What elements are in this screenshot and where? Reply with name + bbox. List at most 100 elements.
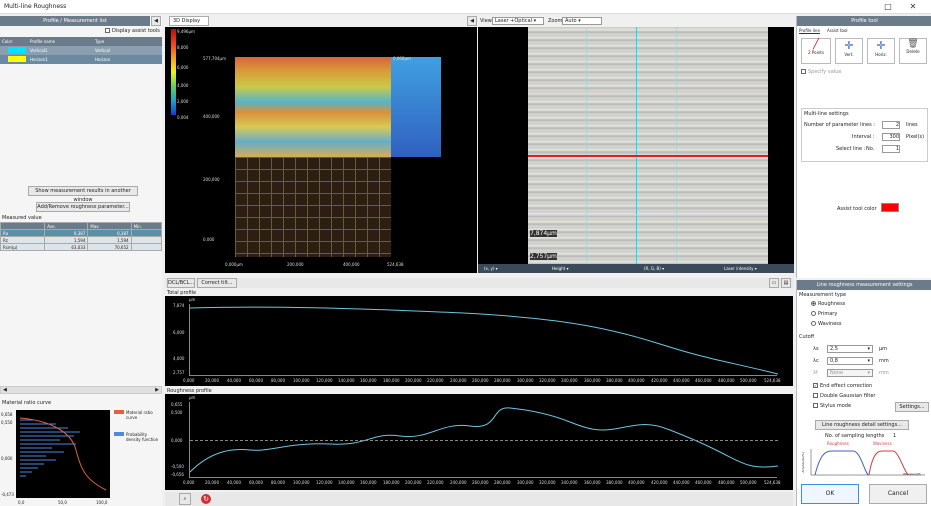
coord-select[interactable]: (x, y) ▾ (484, 266, 498, 271)
left-panel: Profile / Measurement list ◀ Display ass… (0, 16, 163, 506)
table-row[interactable]: Horizon1 Horizon (0, 55, 162, 64)
lambda-c-select[interactable]: 0,8 ▾ (827, 357, 873, 365)
lambda-s-select[interactable]: 2,5 ▾ (827, 345, 873, 353)
view-select[interactable]: Laser +Optical ▾ (492, 17, 544, 25)
col-type: Type (95, 39, 105, 44)
tab-assist-tool[interactable]: Assist tool (827, 28, 848, 33)
delete-button[interactable]: 🗑 Delete (899, 38, 927, 64)
height-select[interactable]: Height ▾ (552, 266, 569, 271)
measured-value-label: Measured value (2, 215, 42, 221)
image-view[interactable]: 7,874µm 2,757µm (478, 27, 794, 264)
mrc-svg (19, 417, 107, 491)
display-assist-label: Display assist tools (112, 28, 160, 34)
lambda-f-select[interactable]: None ▾ (827, 369, 873, 377)
assist-line (528, 93, 768, 94)
graph-view-button[interactable]: ▭ (769, 278, 779, 288)
profile-tool-panel: Profile tool Profile line Assist tool ╱ 2… (796, 16, 931, 278)
double-gaussian-checkbox[interactable]: Double Gaussian filter (813, 393, 875, 399)
interval-input[interactable]: 300 (882, 133, 900, 141)
tab-profile-line[interactable]: Profile line (799, 28, 820, 34)
two-points-icon: ╱ (812, 39, 820, 50)
image-toolbar: View Laser +Optical ▾ Zoom Auto ▾ (478, 16, 794, 26)
horizontal-cross-icon: ✛ (876, 39, 886, 52)
mrc-ytick: 0,000 (1, 456, 13, 461)
radio-waviness[interactable]: Waviness (811, 321, 842, 327)
y-tick: -0,656 (171, 472, 184, 477)
col-name: Profile name (30, 39, 56, 44)
table-row[interactable]: Rsm(µ) 63,033 70,652 (0, 243, 163, 251)
zoom-button[interactable]: ⌕ (179, 493, 191, 505)
stylus-settings-button[interactable]: Settings... (895, 402, 929, 412)
end-effect-checkbox[interactable]: ✓ End effect correction (813, 383, 873, 389)
legend-label: Material ratio curve (126, 410, 153, 420)
radio-primary[interactable]: Primary (811, 311, 837, 317)
refresh-icon: ↻ (203, 495, 209, 503)
collapse-left-button[interactable]: ◀ (151, 16, 161, 26)
measured-value-table: Ave. Max. Min. Ra 0,387 0,387 Rz 1,594 1,594 R… (0, 222, 163, 251)
mrc-title: Material ratio curve (2, 400, 52, 406)
vert-button[interactable]: ✛ Vert. (835, 38, 863, 64)
total-profile-chart[interactable]: µm 7,874 6,000 4,000 2,757 0,000 20,000 40… (165, 296, 793, 386)
display-assist-checkbox[interactable]: Display assist tools (105, 28, 160, 34)
specify-label: Specify value (808, 69, 842, 75)
profile-list-header: Profile / Measurement list (0, 16, 150, 26)
reset-button[interactable]: ↻ (201, 494, 211, 504)
col-color: Color (2, 39, 13, 44)
zoom-select[interactable]: Auto ▾ (562, 17, 602, 25)
correct-tilt-button[interactable]: Correct tilt... (197, 278, 237, 288)
detail-settings-button[interactable]: Line roughness detail settings... (815, 420, 909, 430)
ml-title: Multi-line settings (804, 111, 849, 117)
filter-curves-svg (810, 449, 925, 476)
table-row[interactable]: Vertical1 Vertical (0, 46, 162, 55)
rough-xticks: 0,000 20,000 40,000 60,000 80,000 100,000 120,… (183, 480, 781, 485)
vertical-line[interactable] (636, 27, 637, 264)
mrc-curve (19, 417, 107, 491)
show-results-button[interactable]: Show measurement results in another wind… (28, 186, 138, 203)
magnifier-icon: ⌕ (183, 496, 187, 502)
title-bar: Multi-line Roughness □ ✕ (0, 0, 931, 14)
x-tick: 200,000 (287, 262, 304, 267)
x-tick: 400,000 (343, 262, 360, 267)
profile-type: Horizon (95, 57, 111, 62)
minimize-button[interactable]: □ (884, 2, 892, 11)
mrc-ytick: -0,473 (1, 492, 14, 497)
surface-map (235, 57, 391, 157)
select-no-label: No. (866, 146, 875, 152)
collapse-3d-button[interactable]: ◀ (467, 16, 477, 26)
material-ratio-chart (16, 410, 110, 498)
display-tabbar: 3D Display ◀ (165, 16, 477, 26)
base-grid (235, 157, 391, 257)
unit-label: µm (189, 395, 196, 400)
add-remove-parameter-button[interactable]: Add/Remove roughness parameter... (36, 202, 130, 212)
roughness-legend: Roughness (827, 441, 849, 446)
ok-button[interactable]: OK (801, 484, 859, 504)
dcl-bcl-button[interactable]: DCL/BCL... (167, 278, 195, 288)
sampling-label: No. of sampling lengths (825, 433, 885, 439)
table-row[interactable]: Ra 0,387 0,387 (0, 229, 163, 237)
rgb-select[interactable]: (R, G, B) ▾ (644, 266, 665, 271)
intensity-select[interactable]: Laser intensity ▾ (724, 266, 757, 271)
cancel-button[interactable]: Cancel (869, 484, 927, 504)
horizontal-line[interactable] (528, 155, 768, 157)
stylus-mode-checkbox[interactable]: Stylus mode (813, 403, 851, 409)
tab-3d-display[interactable]: 3D Display (169, 16, 209, 26)
select-line-input[interactable]: 1 (882, 145, 900, 153)
scale-tick: 8,000 (177, 45, 189, 50)
radio-roughness[interactable]: Roughness (811, 301, 845, 307)
table-row[interactable]: Rz 1,594 1,594 (0, 236, 163, 244)
assist-line (528, 215, 768, 216)
specify-value-checkbox[interactable]: Specify value (801, 69, 841, 75)
num-lines-input[interactable]: 2 (882, 121, 900, 129)
table-view-button[interactable]: ▤ (781, 278, 791, 288)
measurement-type-label: Measurement type (799, 292, 847, 298)
left-scrollbar[interactable]: ◀ ▶ (0, 386, 162, 394)
horiz-button[interactable]: ✛ Horiz. (867, 38, 895, 64)
3d-view[interactable]: 9,496µm 8,000 6,000 4,000 2,000 0,004 57… (165, 27, 477, 273)
mrc-ytick: 0,550 (1, 420, 13, 425)
y-tick: 2,757 (173, 370, 185, 375)
roughness-profile-chart[interactable]: µm 0,655 0,500 0,000 -0,500 -0,656 0,000… (165, 394, 793, 490)
x-tick: 0,000µm (225, 262, 243, 267)
assist-color-swatch[interactable] (881, 203, 899, 212)
close-button[interactable]: ✕ (909, 2, 917, 11)
two-points-button[interactable]: ╱ 2 Points (801, 38, 831, 64)
